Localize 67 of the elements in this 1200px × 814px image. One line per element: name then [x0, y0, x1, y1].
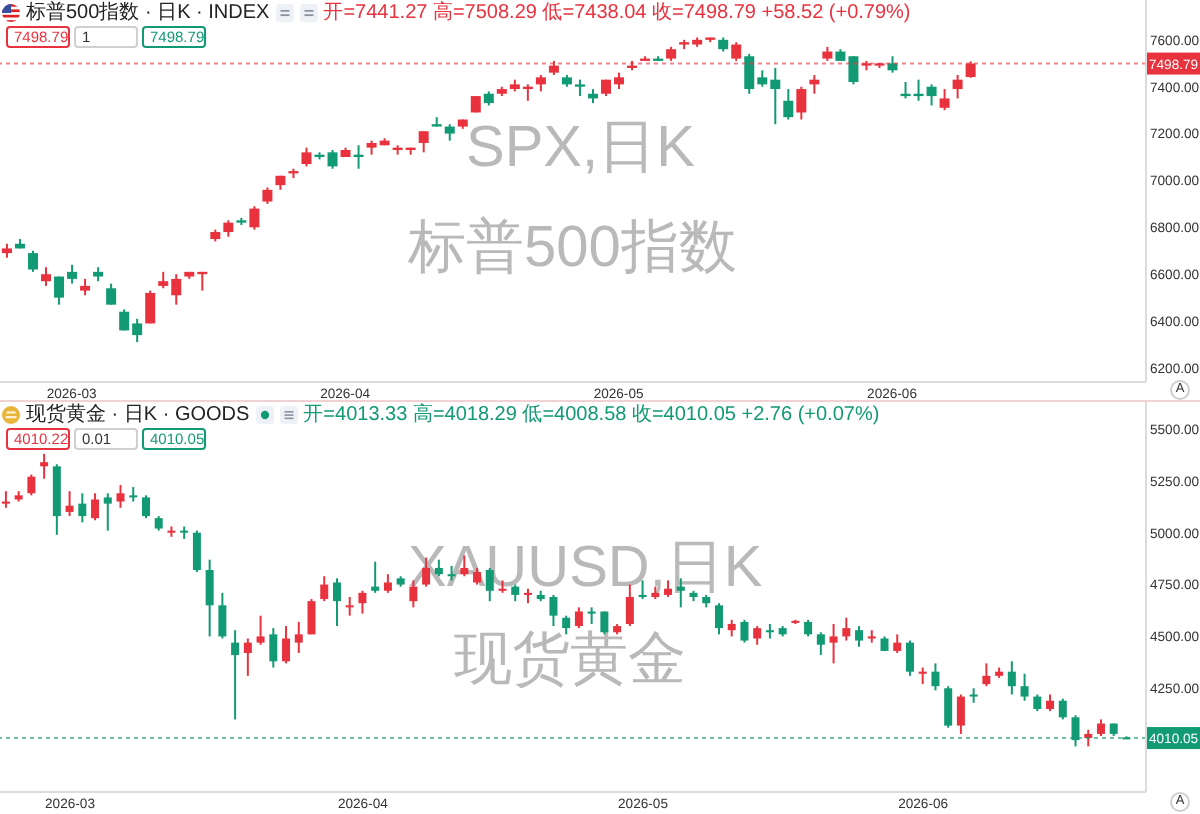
- candlestick: [103, 492, 112, 532]
- candlestick: [1071, 714, 1080, 748]
- candlestick: [1, 490, 10, 509]
- candlestick: [269, 627, 278, 669]
- candlestick: [91, 492, 100, 522]
- candlestick: [332, 577, 341, 628]
- candlestick: [371, 560, 380, 594]
- candlestick: [905, 639, 914, 677]
- candlestick: [816, 631, 825, 657]
- candlestick: [301, 146, 312, 168]
- candlestick: [549, 593, 558, 628]
- candlestick: [855, 625, 864, 648]
- candlestick: [418, 130, 429, 154]
- candlestick: [714, 602, 723, 636]
- candlestick: [327, 148, 338, 170]
- candlestick: [243, 637, 252, 677]
- candlestick: [28, 249, 38, 273]
- candlestick: [783, 88, 794, 121]
- annotation: 开=7441.27 高=7508.29 低=7438.04 收=7498.79 +58.52 (+0.79%): [323, 0, 911, 26]
- candlestick: [956, 693, 965, 735]
- candlestick: [218, 591, 227, 640]
- chart-title: 标普500指数 · 日K · INDEX: [26, 0, 270, 26]
- candlestick: [842, 616, 851, 642]
- candlestick: [145, 289, 156, 325]
- candlestick: [1058, 697, 1067, 721]
- candlestick: [307, 598, 316, 636]
- candlestick: [893, 633, 902, 655]
- candlestick: [231, 629, 240, 721]
- candlestick: [358, 589, 367, 615]
- candlestick: [731, 41, 742, 62]
- candlestick: [753, 625, 762, 646]
- candlestick: [294, 620, 303, 655]
- candlestick: [796, 85, 807, 121]
- candlestick: [141, 494, 150, 520]
- annotation: 标普500指数: [408, 216, 737, 280]
- candlestick: [249, 205, 260, 231]
- candlestick: [944, 685, 953, 729]
- candlestick: [41, 266, 52, 287]
- candlestick: [1007, 660, 1016, 696]
- annotation: SPX,日K: [466, 116, 695, 180]
- candlestick: [574, 606, 583, 630]
- candlestick: [65, 490, 74, 518]
- candlestick: [106, 282, 117, 306]
- candlestick: [27, 473, 36, 497]
- candlestick: [40, 452, 49, 480]
- candlestick: [740, 618, 749, 644]
- candlestick: [282, 625, 291, 665]
- chart-title: 现货黄金 · 日K · GOODS: [26, 401, 250, 428]
- candlestick: [969, 687, 978, 704]
- candlestick: [952, 73, 963, 100]
- candlestick: [256, 614, 265, 646]
- candlestick: [383, 573, 392, 594]
- candlestick: [345, 596, 354, 617]
- candlestick: [829, 622, 838, 665]
- candlestick: [116, 483, 125, 509]
- candlestick: [320, 575, 329, 603]
- candlestick: [205, 558, 214, 638]
- candlestick: [982, 662, 991, 688]
- annotation: 开=4013.33 高=4018.29 低=4008.58 收=4010.05 +2.76 (+0.07%): [303, 401, 880, 428]
- candlestick: [129, 486, 138, 503]
- annotation: 现货黄金: [454, 628, 686, 692]
- candlestick: [931, 662, 940, 692]
- candlestick: [939, 88, 950, 112]
- candlestick: [587, 606, 596, 625]
- candlestick: [78, 492, 87, 524]
- candlestick: [1020, 672, 1029, 702]
- candlestick: [192, 529, 201, 574]
